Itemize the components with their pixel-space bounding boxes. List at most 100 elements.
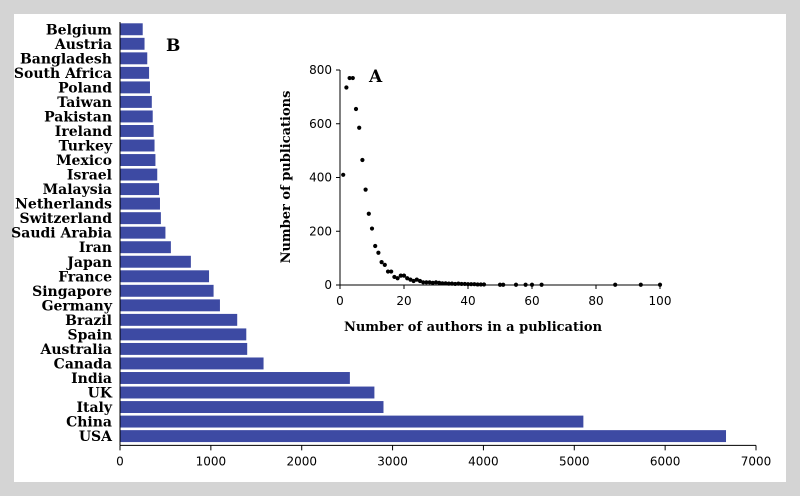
scatter-point (523, 282, 528, 287)
bar-ireland (120, 125, 154, 137)
scatter-point (414, 277, 419, 282)
bar-italy (120, 401, 384, 414)
scatter-y-ticks: 0 200 400 600 800 (309, 63, 340, 292)
bar-category-label: Singapore (32, 284, 112, 300)
scatter-point (443, 281, 448, 286)
bar-category-label: Pakistan (44, 109, 112, 125)
bar-x-tick-label: 5000 (559, 454, 590, 468)
scatter-y-tick-label: 800 (309, 63, 332, 77)
panel-label-b: B (166, 36, 180, 56)
scatter-point (475, 282, 480, 287)
bar-japan (120, 255, 191, 268)
scatter-y-axis-label: Number of publications (279, 91, 294, 264)
scatter-point (433, 280, 439, 285)
scatter-point (513, 282, 519, 287)
scatter-point (478, 282, 483, 287)
scatter-point (481, 282, 487, 287)
scatter-point (469, 282, 474, 287)
scatter-point (350, 75, 355, 81)
bar-category-label: India (71, 371, 112, 387)
scatter-y-tick-label: 0 (324, 278, 332, 292)
scatter-point (379, 260, 384, 265)
scatter-x-tick-label: 20 (396, 294, 411, 308)
scatter-y-tick-label: 400 (309, 171, 332, 185)
scatter-y-tick-label: 600 (309, 117, 332, 131)
bar-category-label: Bangladesh (20, 51, 112, 67)
bar-category-label: Austria (54, 37, 112, 53)
scatter-point (465, 282, 471, 287)
bar-x-tick-label: 3000 (377, 454, 408, 468)
bar-germany (120, 299, 220, 312)
scatter-x-tick-label: 0 (336, 294, 344, 308)
bar-taiwan (120, 95, 152, 108)
bar-south-africa (120, 66, 150, 79)
scatter-point (440, 281, 445, 286)
scatter-point (363, 187, 368, 192)
scatter-y-tick-label: 200 (309, 224, 332, 238)
scatter-point (417, 278, 423, 284)
scatter-point (357, 125, 362, 130)
scatter-point (398, 273, 403, 278)
scatter-point (405, 276, 410, 281)
scatter-point (408, 277, 413, 282)
bar-poland (120, 81, 150, 94)
bar-category-label: Switzerland (19, 211, 112, 227)
bar-austria (120, 37, 145, 50)
bar-israel (120, 168, 158, 181)
bar-x-ticks: 0 1000 2000 3000 4000 5000 6000 7000 (116, 445, 771, 468)
bar-x-tick-label: 7000 (741, 454, 772, 468)
bar-category-label: China (66, 415, 112, 431)
bar-category-label: USA (79, 429, 113, 445)
scatter-point (385, 269, 391, 274)
scatter-x-tick-label: 80 (588, 294, 603, 308)
scatter-point (395, 276, 400, 281)
scatter-point (430, 280, 435, 285)
bar-x-tick-label: 1000 (196, 454, 227, 468)
bar-series (120, 23, 727, 443)
bar-canada (120, 357, 264, 370)
bar-china (120, 415, 584, 428)
bar-category-label: Belgium (46, 22, 112, 38)
bar-x-tick-label: 0 (116, 454, 124, 468)
bar-singapore (120, 284, 214, 297)
bar-belgium (120, 23, 143, 36)
scatter-point (401, 273, 407, 278)
bar-x-tick-label: 6000 (650, 454, 681, 468)
scatter-point (344, 85, 349, 90)
bar-category-label: Poland (58, 80, 112, 96)
scatter-point (427, 280, 432, 285)
bar-usa (120, 430, 727, 443)
scatter-point (472, 282, 477, 287)
scatter-point (529, 282, 535, 287)
scatter-point (341, 172, 346, 177)
scatter-point (449, 281, 455, 286)
scatter-point (539, 282, 544, 287)
scatter-x-tick-label: 100 (649, 294, 672, 308)
scatter-point (453, 281, 458, 287)
bar-category-label: Germany (42, 298, 113, 314)
bar-iran (120, 241, 171, 254)
scatter-point (613, 282, 618, 287)
bar-france (120, 270, 210, 283)
bar-malaysia (120, 183, 160, 196)
bar-brazil (120, 313, 238, 326)
bar-category-label: Spain (68, 327, 112, 343)
bar-mexico (120, 154, 156, 166)
scatter-points (341, 75, 663, 287)
bar-uk (120, 386, 375, 399)
bar-category-label: Saudi Arabia (11, 226, 112, 242)
bar-category-label: Ireland (55, 124, 112, 140)
bar-category-label: Taiwan (57, 95, 112, 111)
scatter-point (456, 281, 461, 286)
scatter-point (657, 282, 663, 287)
scatter-x-ticks: 0 20 40 60 80 100 (336, 285, 671, 308)
bar-netherlands (120, 197, 160, 210)
bar-category-label: France (58, 269, 112, 285)
bar-bangladesh (120, 52, 148, 65)
scatter-point (424, 280, 429, 285)
scatter-point (353, 106, 359, 112)
panel-label-a: A (368, 67, 383, 87)
